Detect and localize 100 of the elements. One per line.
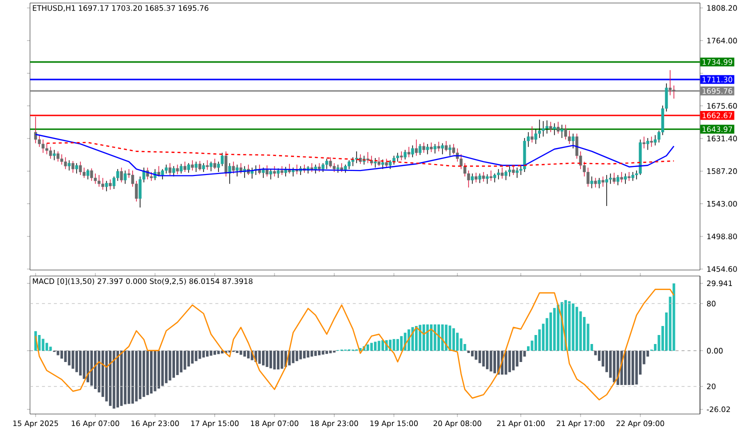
candlestick [269, 168, 272, 180]
candlestick [612, 172, 616, 184]
candlestick [325, 158, 328, 170]
bar [154, 350, 156, 392]
bar [434, 324, 436, 351]
candlestick [213, 158, 216, 170]
candlestick [370, 155, 373, 166]
candlestick [549, 121, 552, 132]
candlestick [194, 161, 198, 172]
candlestick [620, 172, 624, 183]
bar [266, 350, 268, 367]
bar [452, 328, 455, 351]
candlestick [183, 161, 186, 172]
candlestick [329, 156, 332, 168]
candlestick [590, 176, 594, 189]
candlestick [594, 178, 597, 188]
candlestick [232, 161, 235, 174]
candlestick [418, 144, 422, 156]
candlestick [516, 167, 519, 178]
bar [553, 308, 556, 351]
candlestick [478, 173, 482, 184]
bar [131, 350, 134, 404]
candlestick [98, 174, 100, 188]
bar [38, 334, 41, 351]
candlestick [198, 160, 202, 171]
bar [392, 339, 396, 351]
bar [187, 350, 190, 367]
candlestick [34, 116, 38, 144]
candlestick [56, 150, 60, 162]
bar [426, 324, 429, 351]
candlestick [616, 174, 620, 186]
bar [68, 350, 70, 366]
bar [49, 346, 52, 351]
bar [116, 350, 120, 408]
candlestick [355, 150, 358, 164]
bar [198, 350, 202, 359]
candlestick [236, 164, 239, 177]
bar [247, 350, 250, 358]
bar [422, 324, 426, 351]
bar [576, 306, 578, 351]
candlestick [422, 142, 426, 154]
candlestick [628, 172, 631, 182]
bar [72, 350, 74, 369]
candlestick [228, 162, 232, 184]
candlestick [467, 170, 470, 188]
candlestick [224, 150, 228, 177]
candlestick [448, 144, 452, 156]
candlestick [45, 142, 48, 155]
bar [161, 350, 164, 386]
bar [441, 324, 444, 351]
bar [142, 350, 146, 397]
line-series [35, 288, 674, 400]
bar [157, 350, 160, 389]
bar [56, 350, 60, 356]
candlestick [605, 174, 608, 206]
bar [86, 350, 90, 382]
bar [180, 350, 182, 372]
candlestick [552, 122, 556, 136]
candlestick [444, 140, 448, 152]
candlestick [624, 173, 627, 184]
candlestick [42, 139, 45, 154]
bar [549, 312, 552, 351]
bar [508, 350, 511, 372]
bar [400, 336, 403, 351]
candlestick [105, 180, 108, 192]
bar [220, 350, 224, 354]
bar [172, 350, 175, 378]
bar [471, 350, 474, 356]
candlestick [71, 160, 74, 174]
bar [94, 350, 97, 390]
candlestick [538, 119, 541, 138]
candlestick [124, 170, 127, 184]
candlestick [78, 161, 82, 176]
candlestick [266, 165, 268, 177]
bar [120, 350, 123, 406]
bar [303, 350, 306, 358]
candlestick [430, 142, 433, 152]
candlestick [86, 168, 90, 180]
candlestick [75, 162, 78, 174]
bar [490, 350, 492, 372]
bar [82, 350, 86, 379]
bar [624, 350, 627, 385]
candlestick [646, 138, 650, 150]
bar [269, 350, 272, 368]
bar [493, 350, 496, 374]
bar [314, 350, 317, 356]
candlestick [642, 136, 646, 149]
candlestick [497, 168, 500, 180]
candlestick [374, 158, 377, 168]
bar [60, 350, 64, 359]
bar [318, 350, 321, 356]
candlestick [64, 156, 67, 170]
bar [474, 350, 478, 360]
bar [310, 350, 314, 357]
candlestick [168, 162, 172, 176]
bar [448, 326, 452, 351]
candlestick [381, 159, 384, 170]
candlestick [542, 120, 545, 137]
candlestick [564, 124, 568, 140]
bar [396, 339, 399, 351]
